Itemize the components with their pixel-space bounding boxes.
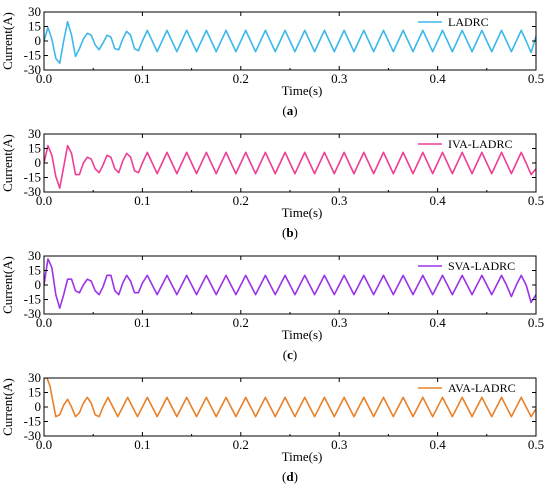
x-tick-label: 0.3 [331,193,347,208]
panel-caption: (d) [282,469,298,484]
x-tick-label: 0.1 [134,71,150,86]
y-tick-label: -15 [24,48,41,63]
y-tick-label: -30 [24,306,41,321]
x-tick-label: 0.0 [36,315,52,330]
x-tick-label: 0.3 [331,71,347,86]
y-tick-label: 30 [28,248,41,263]
y-tick-label: 30 [28,370,41,385]
y-tick-label: -30 [24,62,41,77]
x-tick-label: 0.2 [233,437,249,452]
x-tick-label: 0.5 [528,315,544,330]
x-axis-title: Time(s) [282,83,323,98]
panel-caption: (a) [282,103,297,118]
panel-caption: (b) [282,225,298,240]
y-tick-label: 15 [28,141,41,156]
x-tick-label: 0.1 [134,193,150,208]
y-axis-title: Current(A) [0,378,15,436]
legend-label: IVA-LADRC [448,137,512,151]
series-line-iva-ladrc [44,144,536,189]
x-tick-label: 0.4 [429,315,446,330]
y-tick-label: -30 [24,184,41,199]
x-axis-title: Time(s) [282,327,323,342]
x-tick-label: 0.4 [429,71,446,86]
series-line-sva-ladrc [44,258,536,310]
x-tick-label: 0.5 [528,437,544,452]
legend-label: AVA-LADRC [448,381,516,395]
y-axis-title: Current(A) [0,134,15,192]
series-line-ladrc [44,20,536,65]
y-axis-title: Current(A) [0,12,15,70]
x-tick-label: 0.2 [233,193,249,208]
y-tick-label: 0 [35,399,42,414]
y-axis-title: Current(A) [0,256,15,314]
y-tick-label: 15 [28,19,41,34]
x-tick-label: 0.1 [134,315,150,330]
y-tick-label: 15 [28,263,41,278]
y-tick-label: -15 [24,170,41,185]
x-tick-label: 0.3 [331,315,347,330]
x-tick-label: 0.4 [429,193,446,208]
y-tick-label: 15 [28,385,41,400]
legend-label: SVA-LADRC [448,259,515,273]
x-tick-label: 0.4 [429,437,446,452]
x-tick-label: 0.3 [331,437,347,452]
y-tick-label: 0 [35,33,42,48]
x-axis-title: Time(s) [282,449,323,464]
y-tick-label: -30 [24,428,41,443]
x-tick-label: 0.0 [36,437,52,452]
y-tick-label: 30 [28,4,41,19]
x-tick-label: 0.5 [528,193,544,208]
x-tick-label: 0.2 [233,71,249,86]
x-tick-label: 0.2 [233,315,249,330]
legend-label: LADRC [448,15,489,29]
x-tick-label: 0.1 [134,437,150,452]
panel-caption: (c) [283,347,297,362]
series-line-ava-ladrc [44,378,536,418]
x-tick-label: 0.0 [36,71,52,86]
y-tick-label: 30 [28,126,41,141]
x-tick-label: 0.5 [528,71,544,86]
y-tick-label: 0 [35,277,42,292]
y-tick-label: -15 [24,292,41,307]
y-tick-label: -15 [24,414,41,429]
x-tick-label: 0.0 [36,193,52,208]
y-tick-label: 0 [35,155,42,170]
x-axis-title: Time(s) [282,205,323,220]
